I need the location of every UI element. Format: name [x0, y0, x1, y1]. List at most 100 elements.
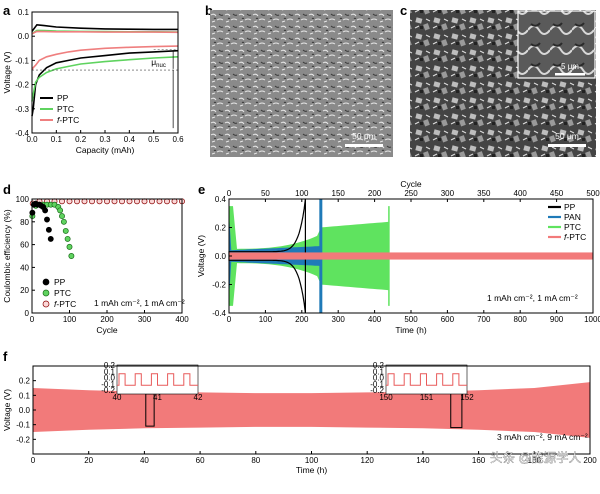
- voltage-profile-band: [33, 382, 590, 438]
- x-axis-label: Capacity (mAh): [76, 145, 135, 155]
- sem-inset: [517, 10, 596, 79]
- top-x-axis-label: Cycle: [400, 179, 422, 189]
- top-x-tick-label: 100: [295, 189, 309, 198]
- x-tick-label: 0.2: [75, 135, 87, 144]
- x-tick-label: 120: [361, 456, 375, 465]
- x-tick-label: 200: [295, 315, 309, 324]
- top-x-tick-label: 200: [368, 189, 382, 198]
- series-PTC-discharge-line: [31, 56, 179, 102]
- x-tick-label: 600: [441, 315, 455, 324]
- y-tick-label: 0.1: [19, 391, 31, 400]
- y-tick-label: -0.3: [15, 105, 29, 114]
- scale-bar-c-label: 50 μm: [555, 131, 579, 141]
- scale-bar-b-label: 50 μm: [352, 131, 376, 141]
- data-point-PP: [45, 226, 52, 233]
- y-axis-label: Voltage (V): [2, 51, 12, 93]
- series-f-PTC-band: [229, 252, 593, 260]
- inset-150h-frame: [385, 364, 468, 395]
- inset-40h-x-tick: 41: [153, 393, 162, 402]
- inset-150h-x-tick: 151: [420, 393, 434, 402]
- x-tick-label: 700: [477, 315, 491, 324]
- inset-40h-trace: [117, 373, 198, 386]
- y-tick-label: -0.1: [15, 56, 29, 65]
- x-tick-label: 0.1: [51, 135, 63, 144]
- legend-label-f-PTC: f-PTC: [57, 115, 79, 125]
- legend-label-PTC: PTC: [54, 288, 71, 298]
- inset-40h-y-tick: -0.2: [101, 386, 115, 395]
- inset-40h-y-tick: 0.0: [104, 374, 116, 383]
- data-point-PP: [42, 207, 49, 214]
- legend-label-PTC: PTC: [564, 222, 581, 232]
- data-point-PTC: [68, 253, 75, 259]
- top-x-tick-label: 400: [514, 189, 528, 198]
- inset-150h-trace: [386, 373, 467, 386]
- y-tick-label: 0.2: [19, 377, 31, 386]
- inset-150h-x-tick: 152: [460, 393, 474, 402]
- y-tick-label: -0.2: [16, 435, 30, 444]
- y-tick-label: 20: [20, 286, 29, 295]
- top-x-tick-label: 350: [477, 189, 491, 198]
- y-axis-label: Coulombic efficiency (%): [2, 209, 12, 303]
- y-tick-label: 0.0: [215, 252, 227, 261]
- x-tick-label: 0.0: [26, 135, 38, 144]
- x-tick-label: 0.4: [124, 135, 136, 144]
- inset-150h-y-tick: 0.0: [373, 374, 385, 383]
- x-tick-label: 400: [175, 315, 189, 324]
- panel-label-f: f: [3, 349, 8, 364]
- panel-label-e: e: [198, 182, 205, 197]
- legend-marker-f-PTC: [42, 300, 50, 308]
- y-tick-label: -0.4: [212, 309, 226, 318]
- legend-label-PP: PP: [564, 202, 576, 212]
- x-tick-label: 0.6: [172, 135, 184, 144]
- x-tick-label: 500: [404, 315, 418, 324]
- panel-label-d: d: [3, 182, 11, 197]
- x-tick-label: 200: [583, 456, 597, 465]
- data-point-PTC: [66, 243, 73, 250]
- series-PP-discharge-line: [31, 49, 179, 117]
- y-tick-label: 100: [16, 195, 30, 204]
- y-axis-label: Voltage (V): [196, 235, 206, 277]
- y-axis-label: Voltage (V): [2, 389, 12, 431]
- condition-label: 3 mAh cm⁻², 9 mA cm⁻²: [497, 432, 588, 442]
- y-tick-label: 60: [20, 241, 29, 250]
- x-tick-label: 100: [305, 456, 319, 465]
- inset-40h-y-tick: -0.1: [101, 380, 115, 389]
- inset-150h-y-tick: -0.1: [370, 380, 384, 389]
- data-point-PTC: [60, 218, 67, 225]
- panel-label-a: a: [3, 3, 11, 18]
- legend-marker-PP: [42, 278, 50, 286]
- x-tick-label: 300: [138, 315, 152, 324]
- series-f-PTC-discharge-line: [31, 45, 179, 71]
- x-tick-label: 300: [332, 315, 346, 324]
- legend-label-PP: PP: [54, 277, 66, 287]
- x-tick-label: 40: [140, 456, 149, 465]
- x-axis-label: Time (h): [395, 325, 426, 335]
- x-tick-label: 100: [63, 315, 77, 324]
- x-tick-label: 140: [416, 456, 430, 465]
- x-tick-label: 180: [528, 456, 542, 465]
- inset-scale-bar-label: 5 μm: [561, 62, 579, 71]
- x-tick-label: 160: [472, 456, 486, 465]
- x-tick-label: 1000: [584, 315, 600, 324]
- condition-label: 1 mAh cm⁻², 1 mA cm⁻²: [487, 293, 578, 303]
- top-x-tick-label: 250: [404, 189, 418, 198]
- y-tick-label: 0.1: [18, 8, 30, 17]
- panel-e-chart: 0.40.20.0-0.2-0.40 100 200 300 400 500 600 700 8…: [196, 179, 600, 335]
- legend-marker-PTC: [42, 289, 50, 297]
- y-tick-label: 0.4: [215, 195, 227, 204]
- inset-150h-x-tick: 150: [379, 393, 393, 402]
- inset-scale-bar: [555, 73, 585, 76]
- data-point-PTC: [64, 235, 71, 242]
- panel-b-sem-image: 50 μm: [210, 10, 393, 157]
- scale-bar-b: [345, 144, 383, 147]
- scale-bar-c: [548, 144, 586, 147]
- x-axis-label: Cycle: [96, 325, 118, 335]
- legend-label-f-PTC: f-PTC: [564, 232, 586, 242]
- y-tick-label: -0.4: [15, 129, 29, 138]
- x-tick-label: 800: [514, 315, 528, 324]
- x-tick-label: 900: [550, 315, 564, 324]
- data-point-PTC: [57, 207, 64, 214]
- y-tick-label: 40: [20, 263, 29, 272]
